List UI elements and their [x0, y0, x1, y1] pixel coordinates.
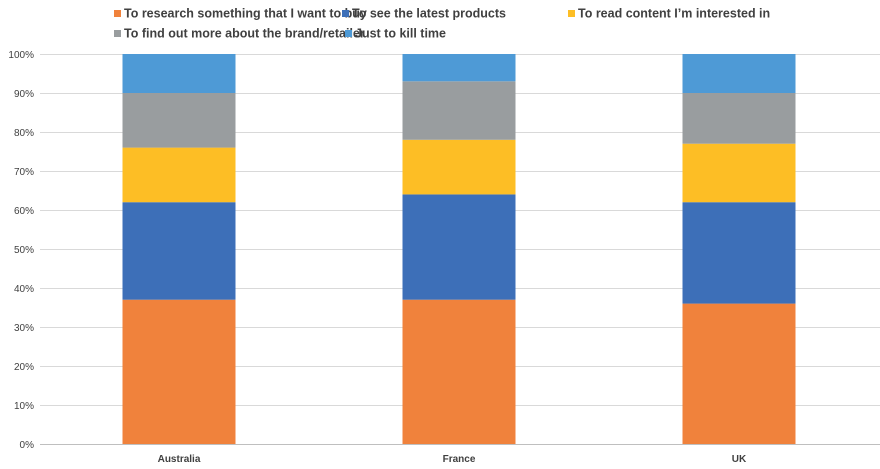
y-tick-label: 70%	[14, 167, 34, 178]
y-tick-label: 30%	[14, 323, 34, 334]
y-tick-label: 10%	[14, 401, 34, 412]
x-category-label: France	[443, 454, 476, 465]
legend-label: To read content I’m interested in	[578, 7, 770, 21]
legend-swatch	[114, 10, 121, 17]
y-tick-label: 40%	[14, 284, 34, 295]
bar-segment-france-series-3	[402, 81, 516, 140]
y-tick-label: 90%	[14, 89, 34, 100]
x-axis-category-labels: Australia France UK	[158, 454, 747, 465]
legend-label: To research something that I want to buy	[124, 7, 367, 21]
legend-swatch	[568, 10, 575, 17]
x-category-label: Australia	[158, 454, 201, 465]
bar-segment-australia-series-4	[122, 54, 236, 93]
x-category-label: UK	[732, 454, 747, 465]
bar-segment-australia-series-1	[122, 202, 236, 300]
bar-segment-uk-series-0	[682, 303, 796, 444]
legend: To research something that I want to buy…	[114, 7, 770, 41]
bar-segment-uk-series-2	[682, 143, 796, 203]
bar-segment-france-series-0	[402, 299, 516, 444]
bar-segment-uk-series-1	[682, 202, 796, 304]
y-tick-label: 60%	[14, 206, 34, 217]
legend-label: Just to kill time	[355, 27, 446, 41]
bar-segment-australia-series-3	[122, 93, 236, 148]
bar-segment-france-series-2	[402, 139, 516, 195]
y-tick-label: 100%	[8, 50, 34, 61]
y-axis-tick-labels: 0% 10% 20% 30% 40% 50% 60% 70% 80% 90% 100%	[8, 50, 34, 451]
bar-segment-uk-series-3	[682, 93, 796, 144]
bar-segment-australia-series-0	[122, 299, 236, 444]
y-tick-label: 20%	[14, 362, 34, 373]
bar-segment-france-series-4	[402, 54, 516, 82]
legend-swatch	[345, 30, 352, 37]
y-tick-label: 0%	[20, 440, 35, 451]
legend-swatch	[342, 10, 349, 17]
y-tick-label: 80%	[14, 128, 34, 139]
bar-segment-uk-series-4	[682, 54, 796, 93]
bar-segment-australia-series-2	[122, 147, 236, 203]
bars	[122, 54, 796, 444]
legend-swatch	[114, 30, 121, 37]
y-tick-label: 50%	[14, 245, 34, 256]
legend-label: To find out more about the brand/retaile…	[124, 27, 365, 41]
legend-label: To see the latest products	[352, 7, 506, 21]
bar-segment-france-series-1	[402, 194, 516, 300]
